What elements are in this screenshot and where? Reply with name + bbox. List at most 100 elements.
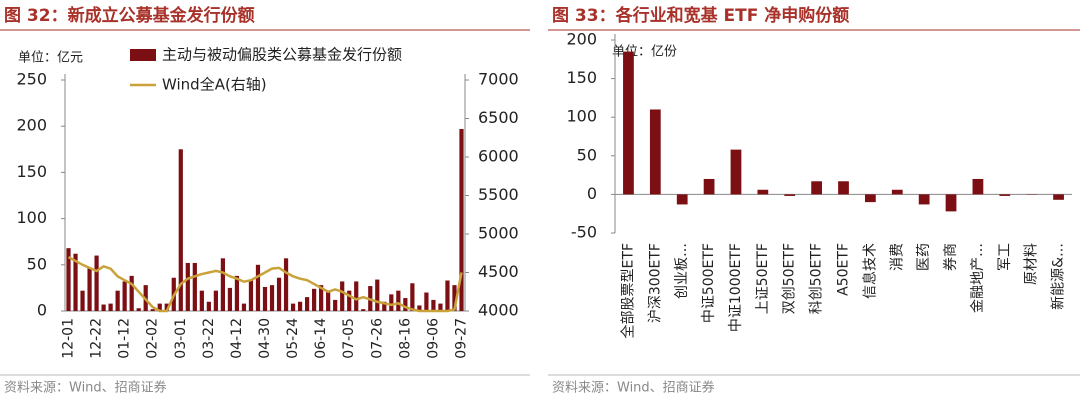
bar <box>424 292 429 311</box>
bar <box>80 290 85 311</box>
bar <box>431 299 436 311</box>
bar <box>164 303 169 311</box>
bar <box>438 303 443 311</box>
y-tick-label: 200 <box>16 116 47 135</box>
x-tick-label: 原材料 <box>1024 243 1040 285</box>
bar <box>241 303 247 311</box>
legend-label: 主动与被动偏股类公募基金发行份额 <box>162 46 402 64</box>
x-tick-label: 消费 <box>889 243 905 271</box>
bar <box>676 194 688 205</box>
x-tick-label: 全部股票型ETF <box>619 243 636 338</box>
chart-title: 图 33：各行业和宽基 ETF 净申购份额 <box>552 5 849 26</box>
x-tick-label: 12-22 <box>89 318 105 359</box>
x-tick-label: 03-22 <box>201 318 217 359</box>
bar <box>838 181 849 195</box>
x-tick-label: 创业板… <box>674 243 690 299</box>
x-tick-label: 新能源&… <box>1051 243 1067 310</box>
bar <box>150 309 155 311</box>
bar <box>122 281 127 311</box>
bar <box>101 304 106 311</box>
y2-tick-label: 5500 <box>478 185 519 204</box>
bar <box>361 309 366 311</box>
x-tick-label: 01-12 <box>117 318 133 359</box>
bar <box>234 275 240 311</box>
y2-tick-label: 5000 <box>478 224 519 243</box>
x-tick-label: 09-27 <box>453 318 469 359</box>
bar <box>312 288 317 311</box>
x-tick-label: 07-05 <box>341 318 357 359</box>
bar <box>220 258 225 311</box>
bar <box>445 280 450 311</box>
bar <box>297 301 303 311</box>
x-tick-label: A50ETF <box>836 243 852 296</box>
bar <box>326 290 331 311</box>
x-tick-label: 信息技术 <box>861 243 878 299</box>
line-series <box>67 256 463 313</box>
bar <box>382 301 387 311</box>
unit-label: 单位：亿份 <box>612 45 677 60</box>
bar <box>115 290 120 311</box>
bar <box>157 303 162 311</box>
y-tick-label: 200 <box>566 30 597 49</box>
x-tick-label: 沪深300ETF <box>647 243 663 323</box>
bar <box>730 149 742 195</box>
bar <box>178 149 183 311</box>
bar <box>865 194 876 203</box>
y-tick-label: 150 <box>566 68 597 87</box>
bar <box>305 297 310 311</box>
bar <box>66 248 71 311</box>
bar <box>290 303 296 311</box>
bar <box>206 301 211 311</box>
bar <box>262 286 268 311</box>
legend-swatch <box>130 49 156 61</box>
bar <box>452 285 457 311</box>
bar <box>319 285 324 311</box>
bar <box>227 287 233 311</box>
bar <box>87 267 92 311</box>
x-tick-label: 04-30 <box>257 318 273 359</box>
x-tick-label: 09-06 <box>425 318 441 359</box>
x-tick-label: 08-16 <box>397 318 413 359</box>
bar <box>248 279 254 311</box>
x-tick-label: 双创50ETF <box>782 243 798 314</box>
y-tick-label: 0 <box>587 184 597 203</box>
y-tick-label: 100 <box>566 107 597 126</box>
bar <box>108 303 113 311</box>
x-tick-label: 05-24 <box>285 318 301 359</box>
y2-tick-label: 4000 <box>478 301 519 320</box>
x-tick-label: 04-12 <box>229 318 245 359</box>
x-tick-label: 上证50ETF <box>755 243 771 314</box>
bar <box>999 194 1011 196</box>
x-tick-label: 券商 <box>943 243 959 271</box>
bar <box>649 109 661 195</box>
y2-tick-label: 4500 <box>478 262 519 281</box>
bar <box>192 262 197 311</box>
bar <box>1053 194 1064 200</box>
bar <box>340 281 345 311</box>
x-tick-label: 中证500ETF <box>701 243 717 323</box>
bar <box>283 258 289 311</box>
bar <box>129 275 134 311</box>
bar <box>199 290 204 311</box>
bar <box>396 290 401 311</box>
bar <box>347 290 352 311</box>
bar <box>757 189 769 195</box>
source-note: 资料来源：Wind、招商证券 <box>4 380 167 396</box>
legend-label: Wind全A(右轴) <box>162 76 267 94</box>
x-tick-label: 医药 <box>916 243 932 271</box>
bar <box>623 51 634 195</box>
bar <box>276 277 282 311</box>
bar <box>94 255 99 311</box>
x-tick-label: 科创50ETF <box>809 243 825 314</box>
bar <box>213 290 218 311</box>
bar <box>459 128 464 311</box>
bar <box>891 189 903 195</box>
y-tick-label: 250 <box>16 70 47 89</box>
bar <box>972 178 984 195</box>
y-tick-label: 150 <box>16 162 47 181</box>
x-tick-label: 军工 <box>997 243 1013 271</box>
bar <box>703 178 715 195</box>
x-tick-label: 03-01 <box>173 318 189 359</box>
x-tick-label: 12-01 <box>61 318 77 359</box>
